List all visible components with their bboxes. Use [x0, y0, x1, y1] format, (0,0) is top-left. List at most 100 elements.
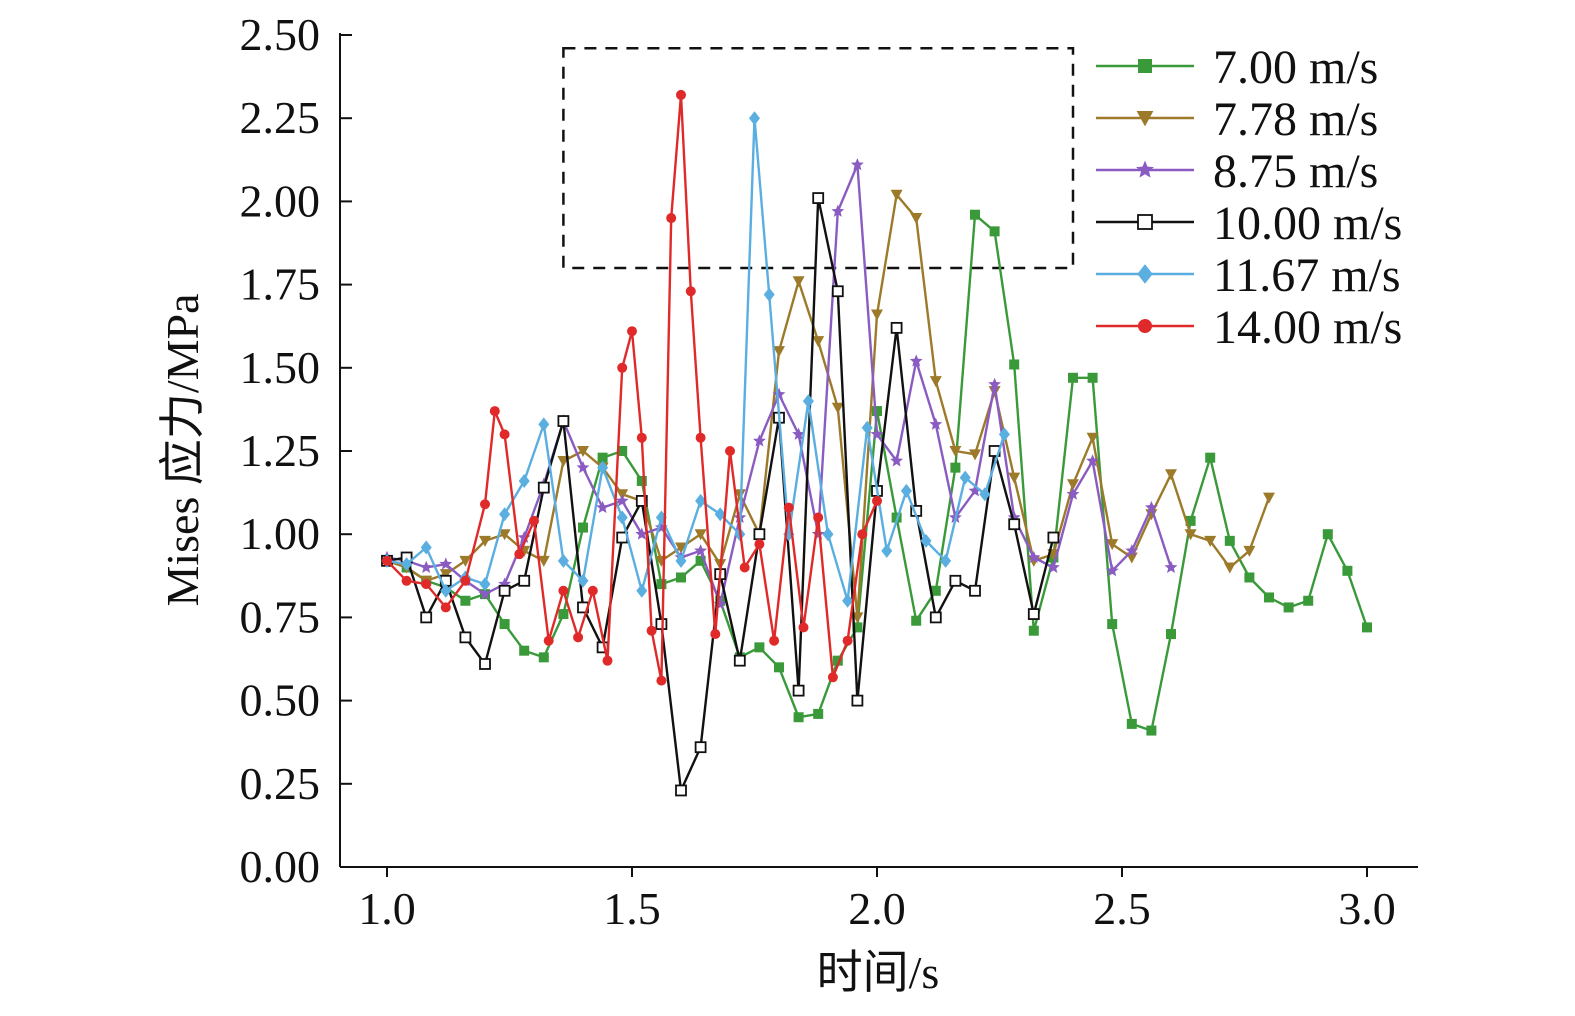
- data-point: [636, 583, 648, 598]
- data-point: [635, 527, 649, 540]
- data-point: [1009, 359, 1020, 370]
- data-point: [1164, 560, 1178, 573]
- data-point: [459, 555, 472, 567]
- legend-label: 14.00 m/s: [1213, 301, 1402, 354]
- data-point: [802, 394, 814, 409]
- data-point: [968, 484, 982, 497]
- data-point: [1224, 535, 1235, 546]
- data-point: [656, 675, 667, 686]
- series-layer: [380, 89, 1372, 797]
- data-point: [529, 515, 539, 526]
- data-point: [969, 449, 981, 461]
- data-point: [1066, 487, 1080, 500]
- data-point: [577, 573, 589, 588]
- data-point: [1165, 469, 1177, 481]
- data-point: [480, 499, 490, 510]
- legend-marker: [1137, 264, 1153, 284]
- data-point: [1106, 539, 1119, 551]
- legend-marker: [1138, 319, 1152, 333]
- y-tick-label: 1.25: [240, 425, 321, 476]
- data-point: [1264, 592, 1274, 603]
- data-point: [1166, 629, 1176, 640]
- data-point: [596, 500, 610, 514]
- data-point: [615, 494, 629, 507]
- x-tick-label: 3.0: [1338, 883, 1396, 934]
- dashed-highlight-box: [562, 47, 1075, 270]
- data-point: [573, 632, 584, 643]
- data-point: [872, 406, 882, 417]
- legend-marker: [1136, 111, 1154, 127]
- data-point: [842, 593, 854, 608]
- y-tick-label: 1.00: [240, 508, 321, 559]
- data-point: [950, 462, 961, 473]
- data-point: [587, 585, 598, 596]
- series-line: [386, 93, 879, 682]
- data-point: [421, 579, 432, 590]
- data-point: [1008, 472, 1021, 484]
- data-point: [749, 111, 760, 126]
- data-point: [675, 542, 687, 554]
- data-point: [1342, 565, 1353, 576]
- data-point: [752, 434, 766, 447]
- data-point: [439, 557, 453, 570]
- data-point: [733, 489, 746, 501]
- data-point: [479, 658, 491, 670]
- data-point: [773, 346, 785, 358]
- data-point: [617, 362, 628, 373]
- data-point: [479, 535, 491, 547]
- data-point: [739, 562, 750, 573]
- annotation-layer: [562, 47, 1075, 270]
- data-point: [440, 583, 452, 598]
- data-point: [929, 417, 943, 430]
- series-5: [382, 89, 882, 686]
- data-point: [890, 321, 903, 334]
- data-point: [557, 415, 570, 427]
- x-axis-title: 时间/s: [817, 947, 940, 998]
- data-point: [538, 417, 550, 432]
- data-point: [813, 708, 824, 719]
- data-point: [783, 502, 794, 513]
- data-point: [1027, 608, 1040, 620]
- data-point: [419, 560, 433, 573]
- legend-marker: [1136, 160, 1154, 178]
- data-point: [675, 784, 687, 797]
- data-point: [401, 557, 413, 572]
- data-point: [1028, 625, 1039, 636]
- data-point: [812, 192, 825, 204]
- legend-marker: [1137, 214, 1153, 230]
- data-point: [616, 510, 628, 525]
- data-point: [949, 446, 962, 457]
- data-point: [842, 635, 853, 646]
- y-tick-label: 0.50: [240, 675, 321, 726]
- data-point: [1205, 452, 1216, 463]
- data-point: [537, 481, 550, 494]
- legend-label: 11.67 m/s: [1213, 249, 1401, 302]
- data-point: [1046, 560, 1060, 573]
- data-point: [656, 579, 667, 590]
- data-point: [578, 522, 588, 533]
- x-tick-label: 2.5: [1093, 883, 1151, 934]
- data-point: [852, 622, 863, 633]
- data-point: [517, 530, 531, 543]
- data-point: [646, 625, 657, 636]
- data-point: [1047, 531, 1060, 544]
- data-point: [576, 460, 590, 474]
- data-point: [1322, 529, 1333, 540]
- data-point: [792, 427, 806, 440]
- data-point: [695, 493, 707, 508]
- data-point: [959, 470, 971, 485]
- data-point: [890, 454, 904, 467]
- legend-item: 7.00 m/s: [1096, 41, 1378, 94]
- data-point: [478, 587, 492, 600]
- y-tick-label: 0.00: [240, 841, 321, 892]
- data-point: [1244, 572, 1255, 583]
- data-point: [910, 213, 923, 225]
- x-ticks: 1.0 1.5 2.0 2.5 3.0: [358, 867, 1396, 934]
- data-point: [1146, 725, 1157, 736]
- data-point: [850, 158, 864, 171]
- y-axis-title: Mises 应力/MPa: [157, 293, 208, 606]
- data-point: [970, 209, 980, 220]
- data-point: [1263, 492, 1275, 504]
- data-point: [617, 446, 628, 456]
